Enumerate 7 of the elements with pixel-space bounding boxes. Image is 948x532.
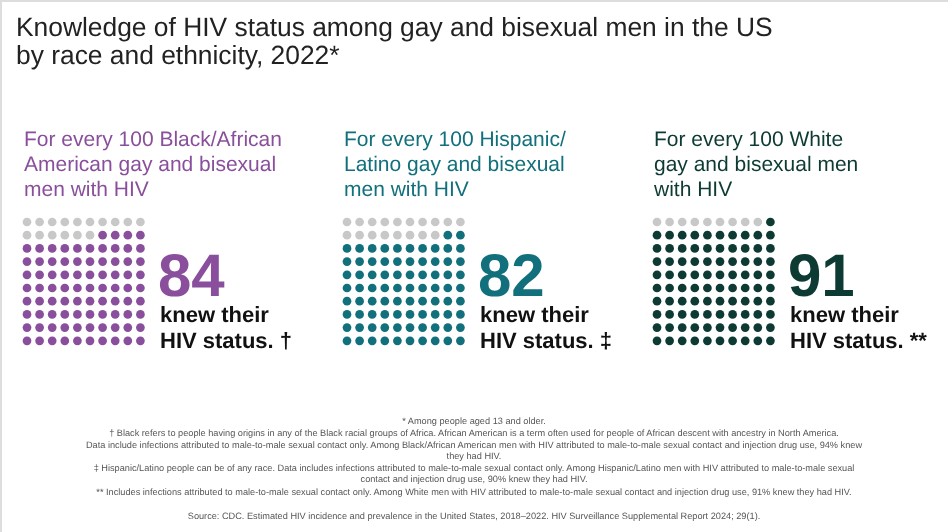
category-label: For every 100 Hispanic/Latino gay and bisexual men with HIV <box>344 128 566 202</box>
text: knew their HIV status. ‡ <box>480 304 613 354</box>
text: knew their HIV status. † <box>160 304 293 354</box>
text: Knowledge of HIV status among gay and bisexual men in the US by race and ethnicity, 2022* <box>16 12 773 70</box>
category-label: For every 100 White gay and bisexual men with HIV <box>652 128 859 202</box>
category-label: For every 100 Black/African American gay and bisexual men with HIV <box>24 128 283 202</box>
text: knew their HIV status. ** <box>790 304 927 354</box>
